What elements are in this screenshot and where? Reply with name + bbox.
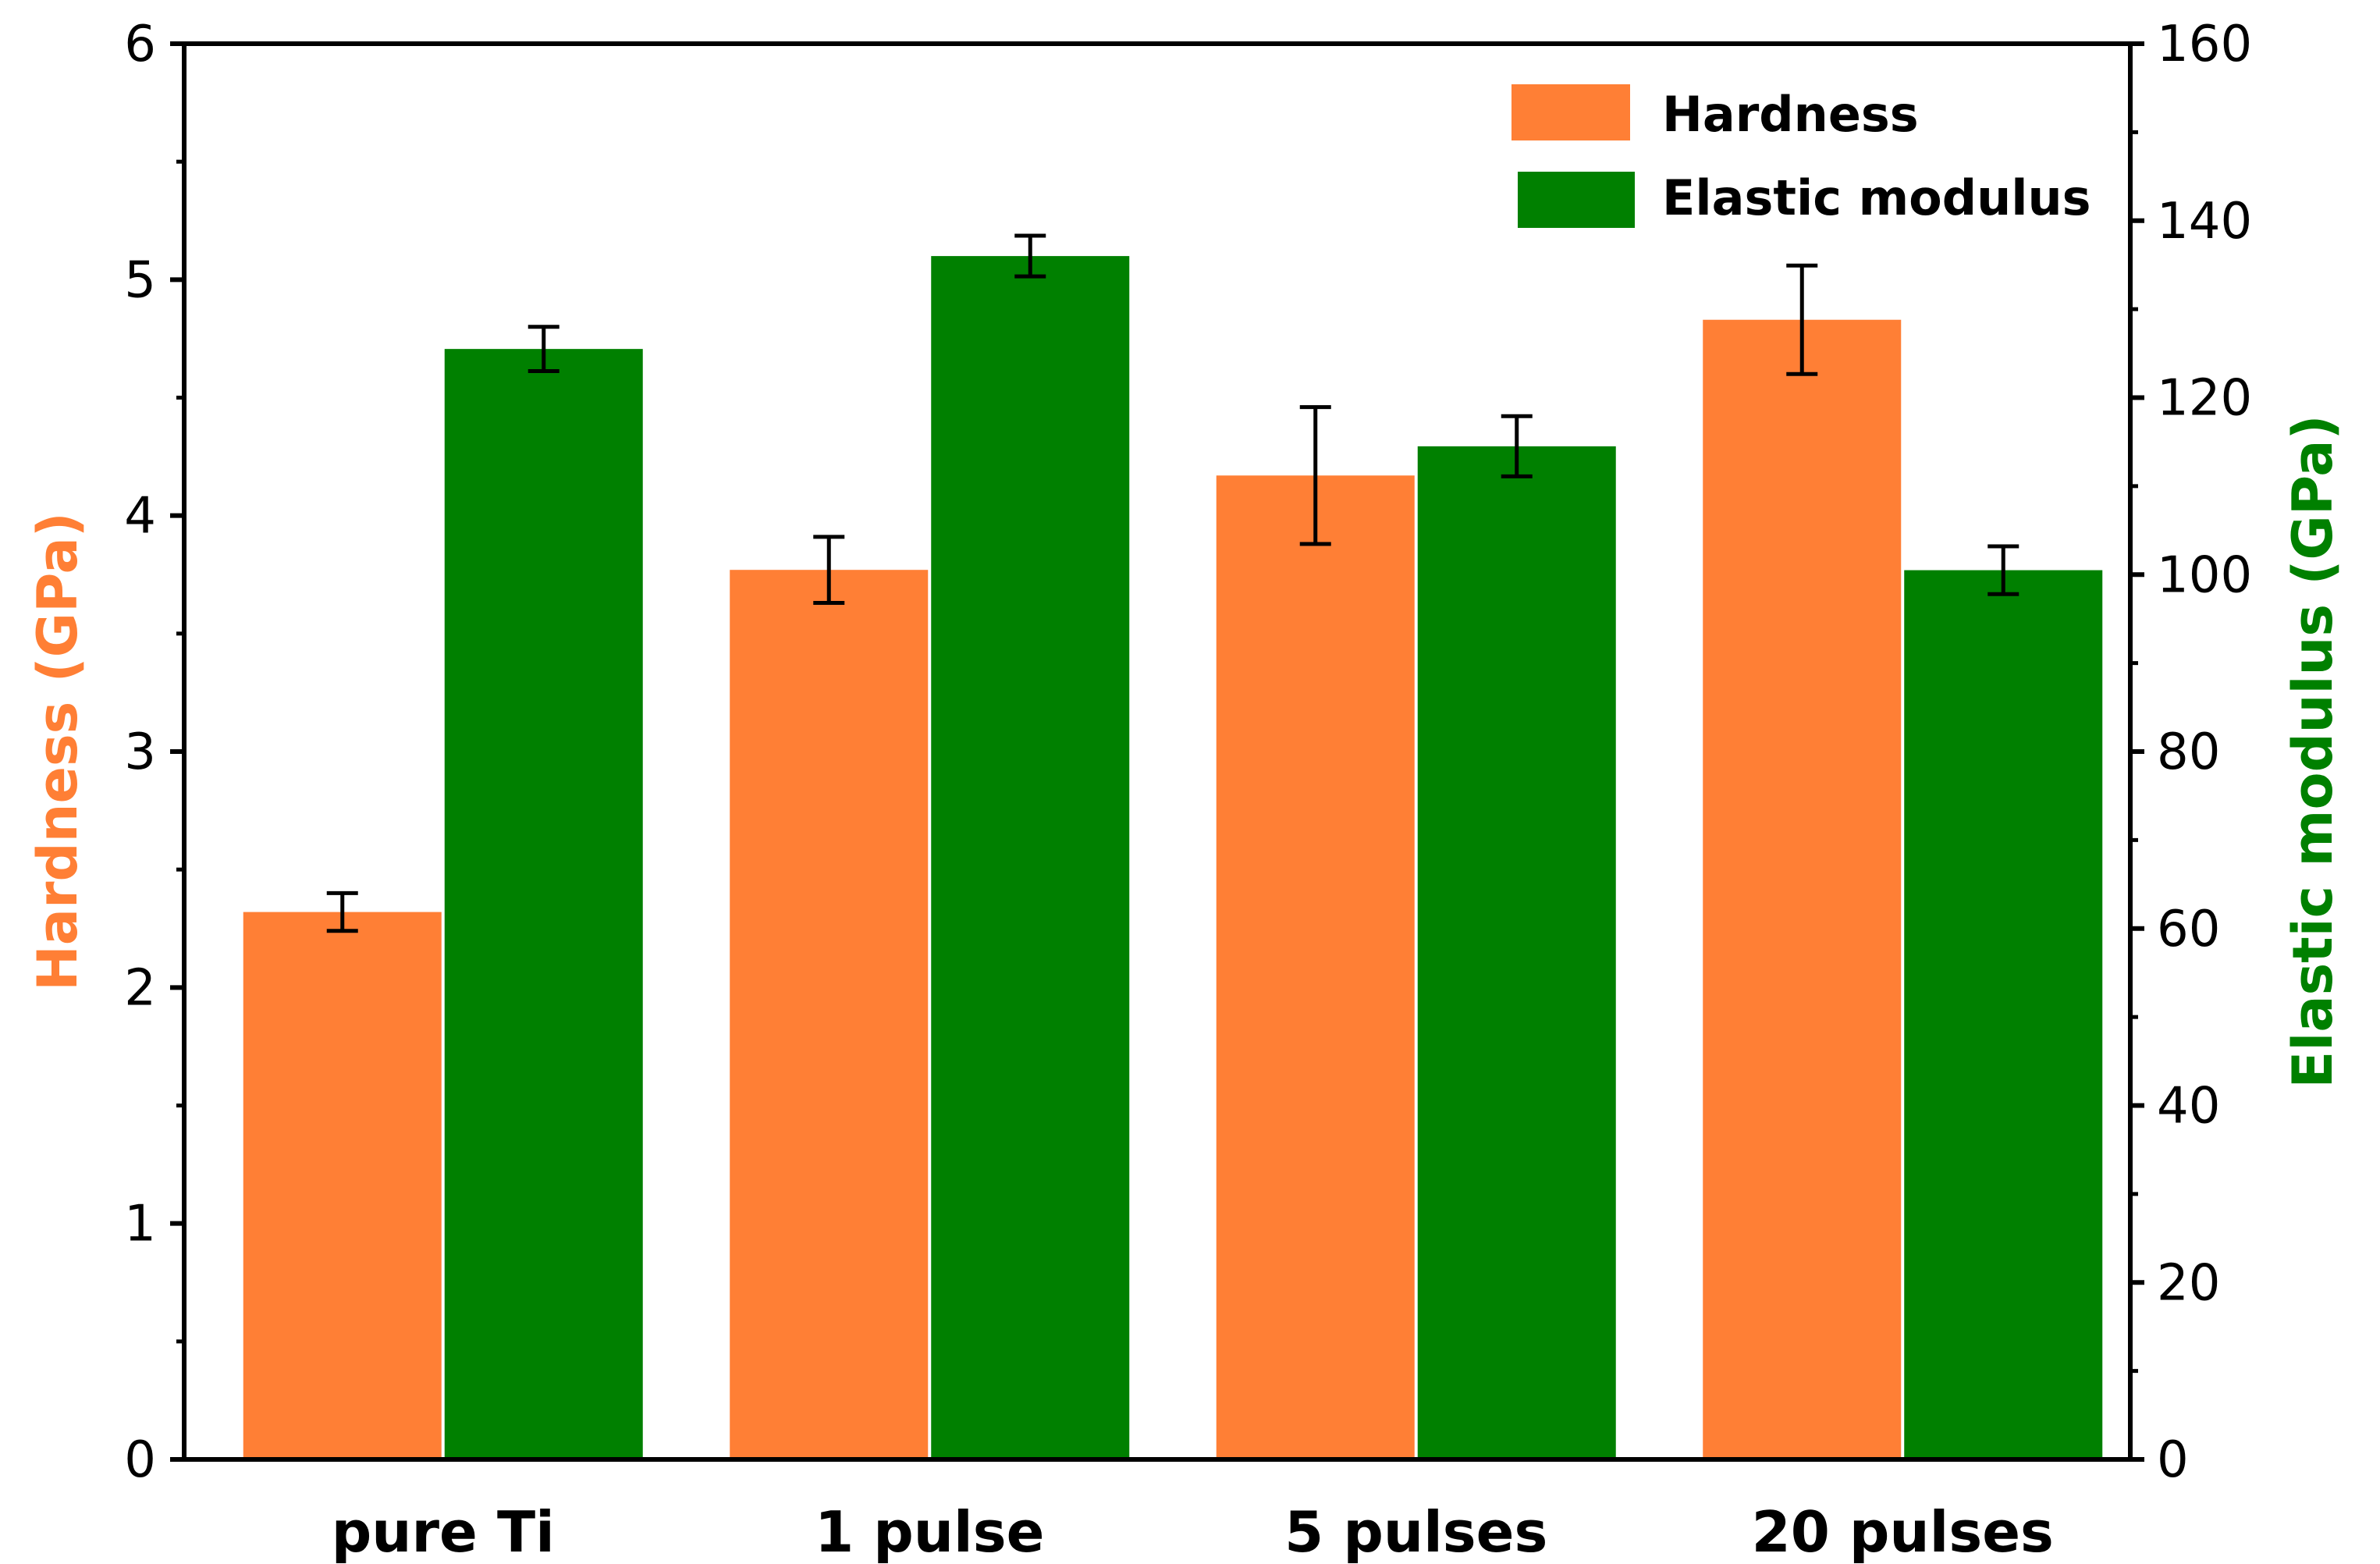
bar-hardness-pure-ti	[243, 912, 442, 1459]
y2-tick-label: 140	[2157, 193, 2252, 251]
error-bar-elastic-modulus-5-pulses	[1501, 414, 1533, 478]
y2-tick-label: 40	[2157, 1078, 2220, 1136]
y2-tick-label: 80	[2157, 723, 2220, 781]
bar-hardness-1-pulse	[730, 570, 929, 1459]
x-tick-label: 5 pulses	[1284, 1499, 1547, 1564]
bar-hardness-5-pulses	[1216, 475, 1415, 1459]
bar-elastic-modulus-pure-ti	[444, 349, 643, 1459]
error-bar-hardness-1-pulse	[813, 535, 845, 606]
y2-tick-label: 60	[2157, 901, 2220, 958]
legend-swatch-elastic-modulus	[1518, 172, 1635, 228]
y2-axis-title: Elastic modulus (GPa)	[2281, 415, 2345, 1089]
bar-hardness-20-pulses	[1703, 319, 1902, 1460]
y2-tick-label: 120	[2157, 370, 2252, 428]
legend-label-elastic-modulus: Elastic modulus	[1662, 169, 2091, 226]
y2-tick-label: 160	[2157, 16, 2252, 73]
y-tick-label: 6	[124, 16, 156, 73]
right-axis: 0 20 40 60 80 100 120 140 160	[2130, 16, 2252, 1489]
left-axis: 0 1 2 3 4 5 6	[124, 16, 184, 1489]
x-tick-label: 1 pulse	[815, 1499, 1044, 1564]
x-axis: pure Ti 1 pulse 5 pulses 20 pulses	[332, 1499, 2054, 1564]
y2-tick-label: 0	[2157, 1431, 2189, 1489]
error-bar-hardness-20-pulses	[1786, 263, 1818, 376]
legend: Hardness Elastic modulus	[1511, 84, 2091, 228]
y2-tick-label: 100	[2157, 546, 2252, 604]
bar-elastic-modulus-20-pulses	[1904, 570, 2103, 1459]
bar-elastic-modulus-5-pulses	[1417, 446, 1616, 1460]
y-tick-label: 2	[124, 959, 156, 1017]
error-bar-hardness-5-pulses	[1299, 405, 1331, 546]
x-tick-label: 20 pulses	[1752, 1499, 2054, 1564]
error-bars-layer	[326, 233, 2019, 933]
y-tick-label: 5	[124, 251, 156, 309]
legend-swatch-hardness	[1511, 84, 1630, 140]
y-tick-label: 3	[124, 723, 156, 781]
error-bar-elastic-modulus-20-pulses	[1987, 544, 2019, 596]
error-bar-elastic-modulus-pure-ti	[528, 325, 559, 373]
error-bar-elastic-modulus-1-pulse	[1014, 233, 1046, 279]
legend-label-hardness: Hardness	[1662, 86, 1919, 143]
error-bar-hardness-pure-ti	[326, 890, 358, 933]
x-tick-label: pure Ti	[332, 1499, 555, 1564]
y-tick-label: 0	[124, 1431, 156, 1489]
bar-elastic-modulus-1-pulse	[931, 256, 1130, 1460]
y-tick-label: 4	[124, 488, 156, 546]
y-tick-label: 1	[124, 1196, 156, 1253]
y-axis-title: Hardness (GPa)	[26, 512, 90, 991]
y2-tick-label: 20	[2157, 1254, 2220, 1312]
bars-layer	[243, 256, 2103, 1460]
